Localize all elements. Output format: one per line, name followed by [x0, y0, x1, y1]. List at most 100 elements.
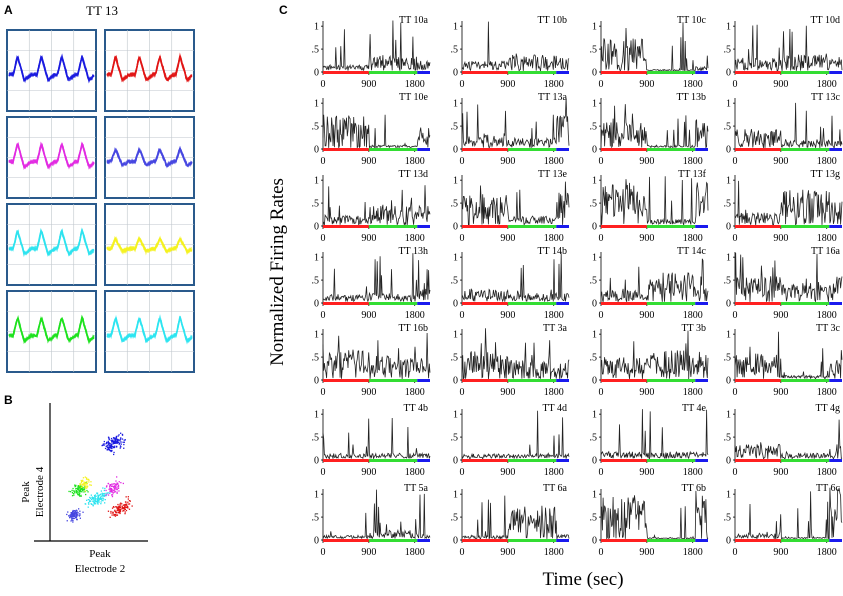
scatter-point [74, 492, 76, 494]
scatter-point [117, 487, 120, 489]
scatter-point [119, 447, 121, 449]
scatter-point [89, 496, 91, 499]
y-tick-label: 0 [314, 536, 319, 547]
scatter-point [96, 501, 99, 503]
scatter-point [87, 506, 89, 508]
epoch-bar [695, 459, 708, 462]
y-tick-label: .5 [451, 122, 459, 133]
scatter-point [71, 518, 73, 520]
scatter-point [95, 501, 98, 503]
epoch-bar [556, 225, 569, 228]
scatter-point [119, 440, 121, 442]
scatter-point [97, 497, 99, 499]
scatter-point [113, 453, 115, 456]
y-tick-label: 0 [726, 376, 731, 387]
rate-trace [734, 102, 843, 149]
scatter-point [85, 493, 87, 496]
scatter-point [116, 491, 118, 493]
scatter-point [93, 494, 96, 497]
scatter-point [116, 492, 118, 494]
scatter-point [95, 500, 97, 503]
scatter-point [74, 515, 76, 517]
scatter-point [108, 442, 110, 444]
rate-trace [600, 176, 709, 227]
scatter-point [112, 443, 114, 445]
epoch-bar [735, 225, 781, 228]
scatter-point [74, 490, 76, 492]
rate-trace [735, 487, 843, 541]
rate-trace [322, 20, 431, 72]
scatter-point [89, 497, 92, 499]
scatter-point [111, 494, 114, 496]
epoch-bar [556, 71, 569, 74]
firing-panel: 0 .5 1 0 900 1800 TT 10d [724, 15, 843, 90]
rate-trace [322, 114, 431, 150]
scatter-point [115, 488, 118, 490]
scatter-point [98, 499, 100, 502]
scatter-point [127, 501, 129, 503]
scatter-point [119, 506, 122, 508]
y-tick-label: .5 [451, 353, 459, 364]
scatter-point [101, 444, 103, 447]
x-tick-label: 900 [361, 156, 376, 167]
scatter-point [80, 490, 82, 493]
y-tick-label: .5 [451, 199, 459, 210]
epoch-bar [829, 302, 842, 305]
epoch-bar [368, 379, 418, 382]
x-tick-label: 1800 [405, 547, 425, 558]
scatter-point [102, 487, 104, 489]
scatter-point [113, 491, 115, 493]
x-tick-label: 0 [733, 467, 738, 478]
scatter-point [112, 446, 114, 449]
scatter-point [74, 484, 76, 486]
scatter-point [126, 505, 128, 507]
x-tick-label: 900 [639, 79, 654, 90]
scatter-point [115, 511, 117, 513]
scatter-point [113, 451, 115, 454]
scatter-point [102, 495, 104, 497]
scatter-point [98, 494, 100, 497]
scatter-point [115, 442, 117, 444]
x-tick-label: 900 [361, 233, 376, 244]
x-tick-label: 0 [321, 310, 326, 321]
x-tick-label: 1800 [405, 79, 425, 90]
x-tick-label: 1800 [405, 156, 425, 167]
scatter-point [114, 487, 116, 489]
scatter-point [114, 484, 116, 487]
x-tick-label: 1800 [544, 387, 564, 398]
x-tick-label: 900 [639, 310, 654, 321]
scatter-point [70, 515, 73, 517]
panel-a-label: A [4, 3, 13, 17]
scatter-point [80, 486, 83, 488]
scatter-point [80, 482, 82, 484]
scatter-point [72, 510, 74, 513]
scatter-point [115, 513, 117, 516]
scatter-point [113, 442, 116, 444]
scatter-point [103, 495, 105, 497]
epoch-bar [735, 302, 781, 305]
rate-trace [461, 410, 570, 461]
scatter-point [105, 489, 107, 492]
y-tick-label: 0 [592, 376, 597, 387]
scatter-point [127, 498, 129, 500]
scatter-point [97, 503, 99, 505]
epoch-bar [646, 459, 696, 462]
y-tick-label: .5 [312, 433, 320, 444]
epoch-bar [829, 459, 842, 462]
firing-panel: 0 .5 1 0 900 1800 TT 6c [724, 483, 843, 558]
scatter-point [101, 498, 103, 500]
y-tick-label: 1 [726, 22, 731, 33]
scatter-point [111, 446, 113, 448]
scatter-point [110, 437, 113, 440]
scatter-point [106, 446, 109, 448]
scatter-point [100, 503, 102, 505]
waveform-grid [6, 29, 195, 373]
scatter-point [78, 487, 80, 489]
y-tick-label: 1 [592, 176, 597, 187]
scatter-cluster [66, 508, 84, 523]
scatter-point [92, 504, 94, 506]
scatter-point [78, 494, 80, 496]
x-tick-label: 0 [599, 79, 604, 90]
scatter-point [80, 495, 82, 497]
scatter-point [76, 513, 78, 516]
